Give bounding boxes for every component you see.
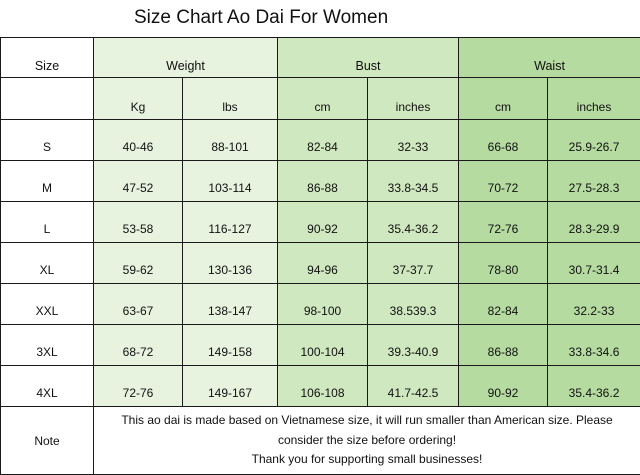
waist-inches-cell: 28.3-29.9: [548, 202, 640, 243]
table-row: S 40-46 88-101 82-84 32-33 66-68 25.9-26…: [1, 120, 640, 161]
size-cell: XXL: [1, 284, 94, 325]
note-line-1: This ao dai is made based on Vietnamese …: [94, 411, 640, 431]
waist-cm-cell: 82-84: [459, 284, 548, 325]
bust-inches-cell: 38.539.3: [368, 284, 459, 325]
waist-inches-cell: 33.8-34.6: [548, 325, 640, 366]
lbs-cell: 103-114: [183, 161, 278, 202]
size-header: Size: [1, 38, 94, 78]
waist-cm-cell: 66-68: [459, 120, 548, 161]
size-cell: XL: [1, 243, 94, 284]
unit-bust-inches: inches: [368, 78, 459, 120]
table-row: XL 59-62 130-136 94-96 37-37.7 78-80 30.…: [1, 243, 640, 284]
bust-cm-cell: 98-100: [278, 284, 368, 325]
size-cell: M: [1, 161, 94, 202]
unit-waist-inches: inches: [548, 78, 640, 120]
header-row: Size Weight Bust Waist: [1, 38, 640, 78]
waist-inches-cell: 35.4-36.2: [548, 366, 640, 407]
kg-cell: 68-72: [94, 325, 183, 366]
lbs-cell: 149-158: [183, 325, 278, 366]
lbs-cell: 116-127: [183, 202, 278, 243]
waist-cm-cell: 78-80: [459, 243, 548, 284]
unit-kg: Kg: [94, 78, 183, 120]
waist-inches-cell: 27.5-28.3: [548, 161, 640, 202]
size-cell: 3XL: [1, 325, 94, 366]
note-row: Note This ao dai is made based on Vietna…: [1, 407, 640, 475]
kg-cell: 72-76: [94, 366, 183, 407]
note-line-2: consider the size before ordering!: [94, 431, 640, 451]
waist-inches-cell: 30.7-31.4: [548, 243, 640, 284]
size-cell: S: [1, 120, 94, 161]
units-row: Kg lbs cm inches cm inches: [1, 78, 640, 120]
bust-inches-cell: 33.8-34.5: [368, 161, 459, 202]
unit-waist-cm: cm: [459, 78, 548, 120]
lbs-cell: 138-147: [183, 284, 278, 325]
table-row: M 47-52 103-114 86-88 33.8-34.5 70-72 27…: [1, 161, 640, 202]
lbs-cell: 88-101: [183, 120, 278, 161]
bust-cm-cell: 86-88: [278, 161, 368, 202]
kg-cell: 47-52: [94, 161, 183, 202]
lbs-cell: 149-167: [183, 366, 278, 407]
chart-title: Size Chart Ao Dai For Women: [134, 7, 388, 29]
units-size-blank: [1, 78, 94, 120]
waist-cm-cell: 72-76: [459, 202, 548, 243]
bust-inches-cell: 35.4-36.2: [368, 202, 459, 243]
bust-cm-cell: 90-92: [278, 202, 368, 243]
bust-inches-cell: 37-37.7: [368, 243, 459, 284]
bust-inches-cell: 32-33: [368, 120, 459, 161]
bust-cm-cell: 94-96: [278, 243, 368, 284]
bust-cm-cell: 100-104: [278, 325, 368, 366]
unit-lbs: lbs: [183, 78, 278, 120]
table-row: XXL 63-67 138-147 98-100 38.539.3 82-84 …: [1, 284, 640, 325]
note-text: This ao dai is made based on Vietnamese …: [94, 407, 640, 475]
waist-cm-cell: 86-88: [459, 325, 548, 366]
waist-cm-cell: 90-92: [459, 366, 548, 407]
lbs-cell: 130-136: [183, 243, 278, 284]
kg-cell: 59-62: [94, 243, 183, 284]
table-row: 4XL 72-76 149-167 106-108 41.7-42.5 90-9…: [1, 366, 640, 407]
bust-cm-cell: 82-84: [278, 120, 368, 161]
waist-header: Waist: [459, 38, 640, 78]
note-line-3: Thank you for supporting small businesse…: [94, 450, 640, 470]
weight-header: Weight: [94, 38, 278, 78]
note-label: Note: [1, 407, 94, 475]
table-row: L 53-58 116-127 90-92 35.4-36.2 72-76 28…: [1, 202, 640, 243]
kg-cell: 63-67: [94, 284, 183, 325]
bust-header: Bust: [278, 38, 459, 78]
waist-inches-cell: 25.9-26.7: [548, 120, 640, 161]
bust-inches-cell: 39.3-40.9: [368, 325, 459, 366]
kg-cell: 40-46: [94, 120, 183, 161]
bust-cm-cell: 106-108: [278, 366, 368, 407]
size-cell: L: [1, 202, 94, 243]
size-cell: 4XL: [1, 366, 94, 407]
size-chart-table: Size Weight Bust Waist Kg lbs cm inches …: [0, 37, 640, 475]
table-row: 3XL 68-72 149-158 100-104 39.3-40.9 86-8…: [1, 325, 640, 366]
unit-bust-cm: cm: [278, 78, 368, 120]
waist-cm-cell: 70-72: [459, 161, 548, 202]
waist-inches-cell: 32.2-33: [548, 284, 640, 325]
bust-inches-cell: 41.7-42.5: [368, 366, 459, 407]
kg-cell: 53-58: [94, 202, 183, 243]
